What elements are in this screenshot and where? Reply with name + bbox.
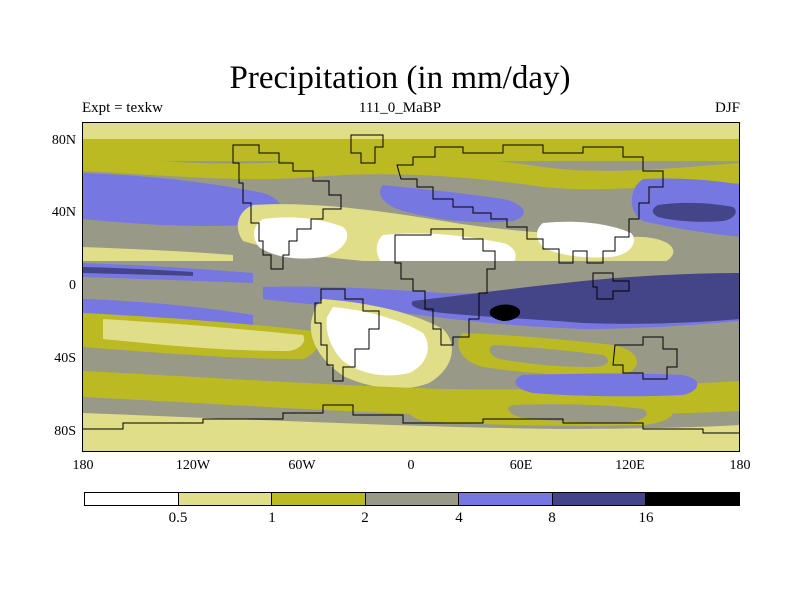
lon-label-60w: 60W — [288, 458, 316, 473]
lon-label-120e: 120E — [615, 458, 645, 473]
lat-label-eq: 0 — [69, 278, 76, 293]
band-north-pacific-dark — [652, 202, 736, 222]
lat-label-40s: 40S — [54, 351, 76, 366]
band-west-tropics-dark — [83, 267, 193, 276]
band-north-storm-track — [83, 173, 282, 226]
lon-label-0: 0 — [407, 458, 415, 473]
map-canvas — [83, 123, 739, 451]
lat-label-80s: 80S — [54, 424, 76, 439]
colorbar-label-2: 2 — [361, 510, 369, 526]
band-arctic-olive-lobe — [83, 153, 739, 190]
colorbar-label-0: 0.5 — [168, 510, 188, 526]
lat-label-80n: 80N — [51, 133, 76, 148]
outline-north-america — [232, 144, 342, 270]
lon-label-180e: 180 — [729, 458, 751, 473]
dry-south-atlantic-core — [326, 307, 428, 376]
outline-south-america — [314, 288, 380, 382]
continent-outlines — [83, 134, 739, 434]
outline-australia — [612, 336, 678, 380]
colorbar-box-5 — [552, 493, 647, 505]
colorbar-label-3: 4 — [455, 510, 463, 526]
outline-maritime-continent — [592, 272, 630, 300]
colorbar-box-0 — [85, 493, 179, 505]
outline-eurasia — [396, 144, 664, 264]
band-antarctic-gray — [508, 404, 647, 423]
lat-label-40n: 40N — [51, 205, 76, 220]
band-antarctic-yellow — [83, 413, 739, 451]
precipitation-map — [82, 122, 740, 452]
colorbar-box-3 — [365, 493, 460, 505]
season-label: DJF — [714, 100, 740, 116]
core-indian-ocean-max — [489, 304, 521, 321]
lon-label-180w: 180 — [72, 458, 94, 473]
outline-greenland — [350, 134, 384, 164]
band-south-storm-track-blue — [515, 373, 698, 397]
colorbar-label-4: 8 — [548, 510, 556, 526]
dry-north-america — [254, 217, 348, 259]
time-label: 111_0_MaBP — [358, 100, 442, 116]
colorbar-label-1: 1 — [268, 510, 276, 526]
colorbar-label-5: 16 — [638, 510, 654, 526]
colorbar-box-4 — [459, 493, 553, 505]
plot-title: Precipitation (in mm/day) — [229, 60, 571, 96]
colorbar-box-2 — [272, 493, 366, 505]
experiment-label: Expt = texkw — [82, 100, 163, 116]
lon-label-60e: 60E — [509, 458, 533, 473]
dry-arabia-asia — [537, 221, 635, 258]
colorbar-box-6 — [646, 493, 740, 505]
band-south-indian-gray — [489, 345, 608, 367]
colorbar — [84, 492, 740, 506]
outline-africa — [394, 228, 496, 346]
lon-label-120w: 120W — [175, 458, 211, 473]
colorbar-box-1 — [178, 493, 273, 505]
band-south-pacific-yellow — [103, 319, 305, 351]
outline-antarctica — [83, 404, 739, 434]
band-arctic-light — [83, 123, 739, 141]
